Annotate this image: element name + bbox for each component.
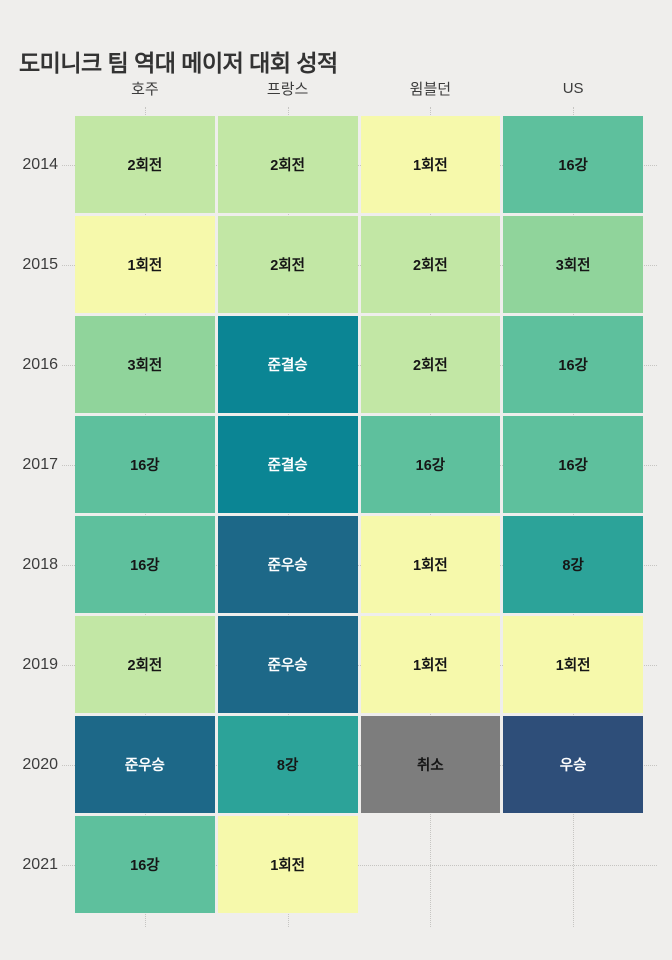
heatmap-cell: 2회전	[360, 316, 501, 413]
heatmap-cell: 1회전	[360, 116, 501, 213]
page-title: 도미니크 팀 역대 메이저 대회 성적	[19, 50, 338, 77]
column-header-3: 윔블던	[409, 80, 452, 98]
heatmap-cell: 16강	[503, 116, 643, 213]
column-header-4: US	[562, 79, 584, 97]
heatmap-cell: 준결승	[217, 316, 358, 413]
heatmap-cell: 1회전	[360, 516, 501, 613]
row-label-2018: 2018	[22, 555, 58, 573]
heatmap-cell: 16강	[75, 416, 215, 513]
heatmap-cell: 16강	[503, 416, 643, 513]
row-label-2019: 2019	[22, 655, 58, 673]
heatmap-cell: 준우승	[217, 616, 358, 713]
column-header-1: 호주	[131, 80, 159, 98]
heatmap-cell: 우승	[503, 716, 643, 813]
row-label-2020: 2020	[22, 755, 58, 773]
heatmap-cell: 2회전	[217, 216, 358, 313]
heatmap-cell: 준결승	[217, 416, 358, 513]
gridline-horizontal	[62, 464, 657, 466]
heatmap-cell: 취소	[360, 716, 501, 813]
row-label-2017: 2017	[22, 455, 58, 473]
heatmap-cell: 3회전	[75, 316, 215, 413]
heatmap-cell: 3회전	[503, 216, 643, 313]
heatmap-cell: 8강	[217, 716, 358, 813]
row-label-2014: 2014	[22, 155, 58, 173]
gridline-horizontal	[62, 364, 657, 366]
heatmap-cell: 16강	[503, 316, 643, 413]
heatmap-cell: 2회전	[217, 116, 358, 213]
row-label-2015: 2015	[22, 255, 58, 273]
heatmap-cell: 1회전	[503, 616, 643, 713]
gridline-horizontal	[62, 164, 657, 166]
heatmap-cell: 1회전	[217, 816, 358, 913]
gridline-horizontal	[62, 664, 657, 666]
row-label-2016: 2016	[22, 355, 58, 373]
heatmap-cell: 2회전	[75, 616, 215, 713]
gridline-horizontal	[62, 764, 657, 766]
column-header-2: 프랑스	[266, 80, 309, 98]
gridline-horizontal	[62, 264, 657, 266]
heatmap-cell: 2회전	[360, 216, 501, 313]
heatmap-cell: 16강	[360, 416, 501, 513]
heatmap-cell: 준우승	[217, 516, 358, 613]
row-label-2021: 2021	[22, 855, 58, 873]
gridline-horizontal	[62, 564, 657, 566]
gridline-horizontal	[62, 864, 657, 866]
heatmap-cell: 준우승	[75, 716, 215, 813]
heatmap-cell: 16강	[75, 516, 215, 613]
heatmap-cell: 2회전	[75, 116, 215, 213]
heatmap-cell: 1회전	[360, 616, 501, 713]
heatmap-cell: 16강	[75, 816, 215, 913]
heatmap-cell: 1회전	[75, 216, 215, 313]
heatmap-cell: 8강	[503, 516, 643, 613]
